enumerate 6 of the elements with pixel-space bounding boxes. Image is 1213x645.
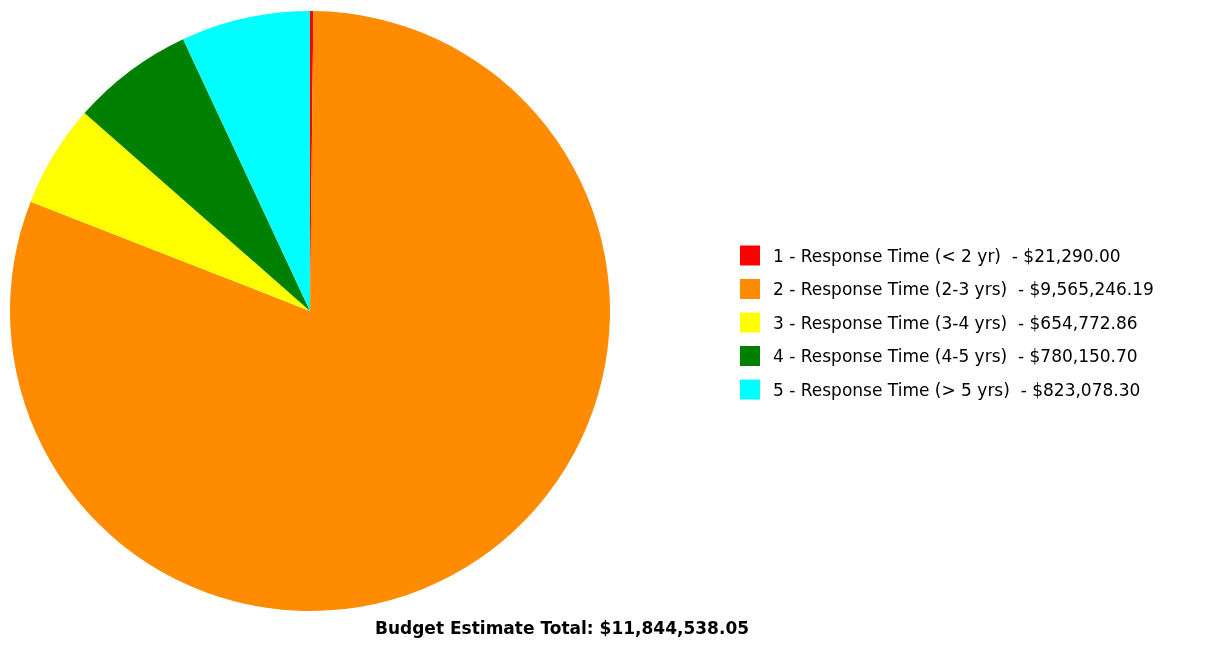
legend-label: 1 - Response Time (< 2 yr) - $21,290.00	[773, 245, 1121, 266]
legend-label: 4 - Response Time (4-5 yrs) - $780,150.70	[773, 346, 1138, 366]
legend-label: 5 - Response Time (> 5 yrs) - $823,078.30	[773, 379, 1141, 400]
legend-label: 3 - Response Time (3-4 yrs) - $654,772.86	[773, 312, 1138, 333]
text: Budget Estimate Total: $11,844,538.05	[374, 617, 750, 638]
legend-label: 2 - Response Time (2-3 yrs) - $9,565,246.19	[773, 279, 1154, 299]
